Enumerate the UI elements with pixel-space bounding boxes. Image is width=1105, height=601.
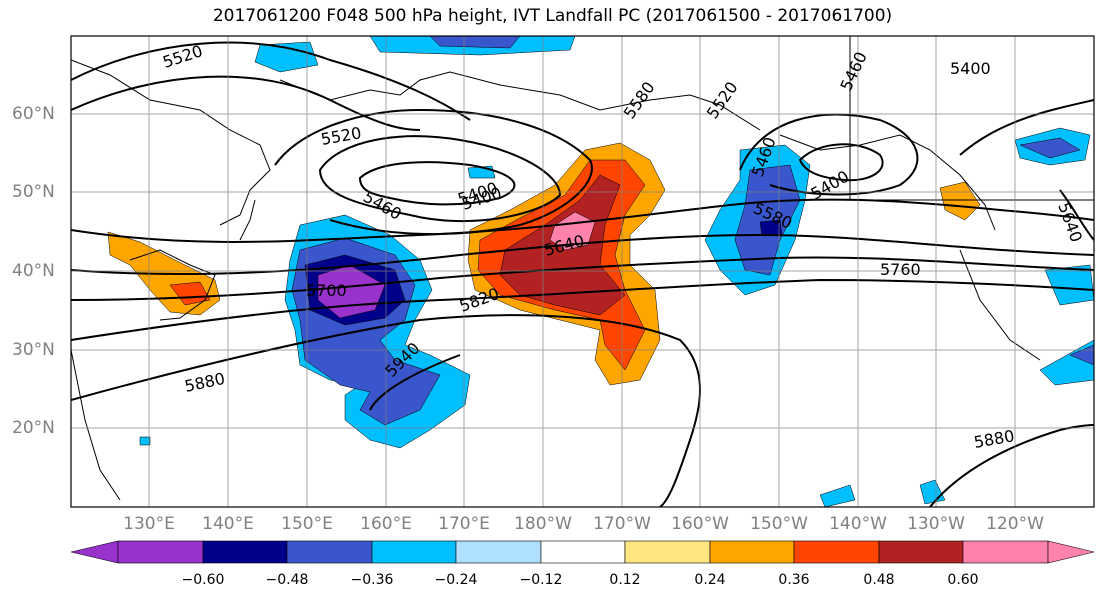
lon-label: 170°W	[593, 514, 651, 534]
colorbar-swatch	[371, 540, 457, 564]
contour-label: 5400	[950, 59, 991, 78]
colorbar-extend-high	[1047, 540, 1095, 564]
lon-label: 170°E	[438, 514, 490, 534]
colorbar-tick-label: −0.12	[519, 572, 563, 588]
colorbar-tick-label: −0.24	[434, 572, 478, 588]
colorbar-swatch	[117, 540, 204, 564]
height-contours	[71, 41, 1094, 507]
colorbar-tick-label: 0.24	[694, 572, 726, 588]
colorbar-swatch	[624, 540, 711, 564]
colorbar-swatch	[709, 540, 795, 564]
colorbar-swatch	[455, 540, 542, 564]
colorbar-swatch	[793, 540, 880, 564]
map-plot-area: 5520 5520 5400 5460 5400 5580 5520 5460 …	[71, 36, 1094, 507]
map-title: 2017061200 F048 500 hPa height, IVT Land…	[212, 6, 893, 26]
lat-label: 60°N	[12, 104, 55, 124]
contour-label: 5700	[306, 281, 347, 300]
colorbar-swatch	[540, 540, 626, 564]
lat-label: 50°N	[12, 182, 55, 202]
lon-label: 120°W	[986, 514, 1044, 534]
ivt-shading	[107, 36, 1094, 507]
lat-label: 40°N	[12, 261, 55, 281]
lon-label: 150°W	[750, 514, 808, 534]
colorbar-tick-label: 0.36	[778, 572, 810, 588]
colorbar-tick-label: −0.48	[265, 572, 309, 588]
lon-label: 140°E	[202, 514, 254, 534]
contour-label: 5760	[880, 260, 921, 279]
colorbar-extend-low	[70, 540, 119, 564]
colorbar-tick-label: 0.48	[863, 572, 895, 588]
lon-label: 160°W	[671, 514, 729, 534]
colorbar-tick-label: −0.36	[350, 572, 394, 588]
colorbar-tick-label: 0.60	[947, 572, 979, 588]
colorbar-swatch	[962, 540, 1049, 564]
colorbar	[70, 540, 1095, 564]
lat-label: 30°N	[12, 340, 55, 360]
map-border	[70, 35, 1095, 508]
colorbar-swatch	[286, 540, 373, 564]
colorbar-tick-label: −0.60	[181, 572, 225, 588]
lon-label: 130°W	[907, 514, 965, 534]
colorbar-swatch	[202, 540, 288, 564]
lon-label: 180°W	[514, 514, 572, 534]
lon-label: 160°E	[360, 514, 412, 534]
colorbar-swatch	[878, 540, 964, 564]
lat-label: 20°N	[12, 418, 55, 438]
lon-label: 150°E	[281, 514, 333, 534]
lon-label: 130°E	[123, 514, 175, 534]
gridlines	[71, 36, 1094, 507]
colorbar-tick-label: 0.12	[609, 572, 641, 588]
lon-label: 140°W	[829, 514, 887, 534]
